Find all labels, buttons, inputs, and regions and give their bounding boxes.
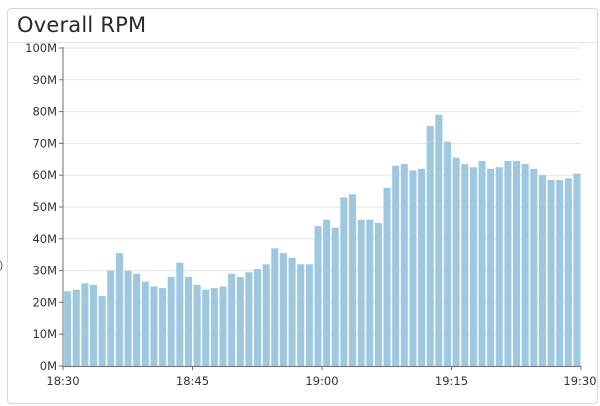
- bar: [184, 276, 192, 366]
- bar: [487, 168, 495, 366]
- bar: [366, 219, 374, 366]
- bar: [452, 157, 460, 366]
- widget-title: Overall RPM: [17, 13, 147, 37]
- bar: [228, 273, 236, 366]
- y-tick-label: 40M: [32, 232, 57, 246]
- y-tick-label: 70M: [32, 136, 57, 150]
- y-tick-label: 20M: [32, 295, 57, 309]
- bar: [469, 167, 477, 366]
- bar: [288, 257, 296, 366]
- bar: [409, 170, 417, 366]
- y-tick-label: 80M: [32, 105, 57, 119]
- y-tick-label: 90M: [32, 73, 57, 87]
- bar: [150, 286, 158, 366]
- bar: [133, 273, 141, 366]
- bar: [340, 197, 348, 366]
- bar: [530, 168, 538, 366]
- bar: [176, 262, 184, 366]
- bar: [159, 288, 167, 366]
- bar: [357, 219, 365, 366]
- bar: [331, 227, 339, 366]
- bar: [521, 164, 529, 366]
- bar: [262, 264, 270, 366]
- bar: [210, 288, 218, 366]
- x-tick-label: 19:00: [305, 374, 338, 388]
- bar: [418, 168, 426, 366]
- bar: [435, 114, 443, 366]
- left-edge-glyph: ): [0, 259, 3, 272]
- title-divider: [8, 42, 597, 43]
- bar: [461, 164, 469, 366]
- bar: [167, 276, 175, 366]
- bar: [254, 269, 262, 366]
- bar: [538, 175, 546, 366]
- bar: [504, 160, 512, 366]
- bar: [547, 179, 555, 366]
- bar: [72, 289, 80, 366]
- bar-chart: 0M 10M 20M 30M 40M 50M 60M 70M 80M 90M 100M 18:30 18…: [25, 41, 596, 388]
- bar: [219, 286, 227, 366]
- bar: [202, 289, 210, 366]
- y-tick-label: 50M: [32, 200, 57, 214]
- x-tick-label: 18:30: [46, 374, 79, 388]
- bar: [513, 160, 521, 366]
- x-tick-label: 19:30: [563, 374, 596, 388]
- bar: [81, 283, 89, 366]
- bar: [314, 226, 322, 366]
- bar: [426, 125, 434, 366]
- bar: [573, 173, 581, 366]
- bar: [115, 253, 123, 366]
- bar: [564, 178, 572, 366]
- bar: [305, 264, 313, 366]
- bar: [245, 272, 253, 366]
- bar: [64, 291, 72, 366]
- x-tick-label: 18:45: [176, 374, 209, 388]
- bar: [98, 296, 106, 366]
- y-tick-label: 0M: [40, 359, 57, 373]
- bar: [323, 219, 331, 366]
- bar: [400, 164, 408, 366]
- y-tick-label: 60M: [32, 168, 57, 182]
- bar: [141, 281, 149, 366]
- bar: [90, 284, 98, 366]
- bar: [124, 270, 132, 366]
- y-tick-label: 30M: [32, 264, 57, 278]
- bar: [443, 141, 451, 366]
- bar: [556, 179, 564, 366]
- bar: [478, 160, 486, 366]
- bar: [297, 264, 305, 366]
- bar: [374, 222, 382, 366]
- chart-widget: Overall RPM 0M 10M 20M 30M 40M 50M 60M 70M 80M 90…: [7, 8, 598, 404]
- bar: [349, 194, 357, 366]
- bar: [271, 248, 279, 366]
- bar: [383, 187, 391, 366]
- bar: [236, 276, 244, 366]
- bar: [279, 253, 287, 366]
- bar: [193, 284, 201, 366]
- bar: [495, 167, 503, 366]
- y-tick-label: 100M: [25, 41, 57, 55]
- bar: [392, 165, 400, 366]
- y-tick-label: 10M: [32, 327, 57, 341]
- x-tick-label: 19:15: [435, 374, 468, 388]
- bar: [107, 270, 115, 366]
